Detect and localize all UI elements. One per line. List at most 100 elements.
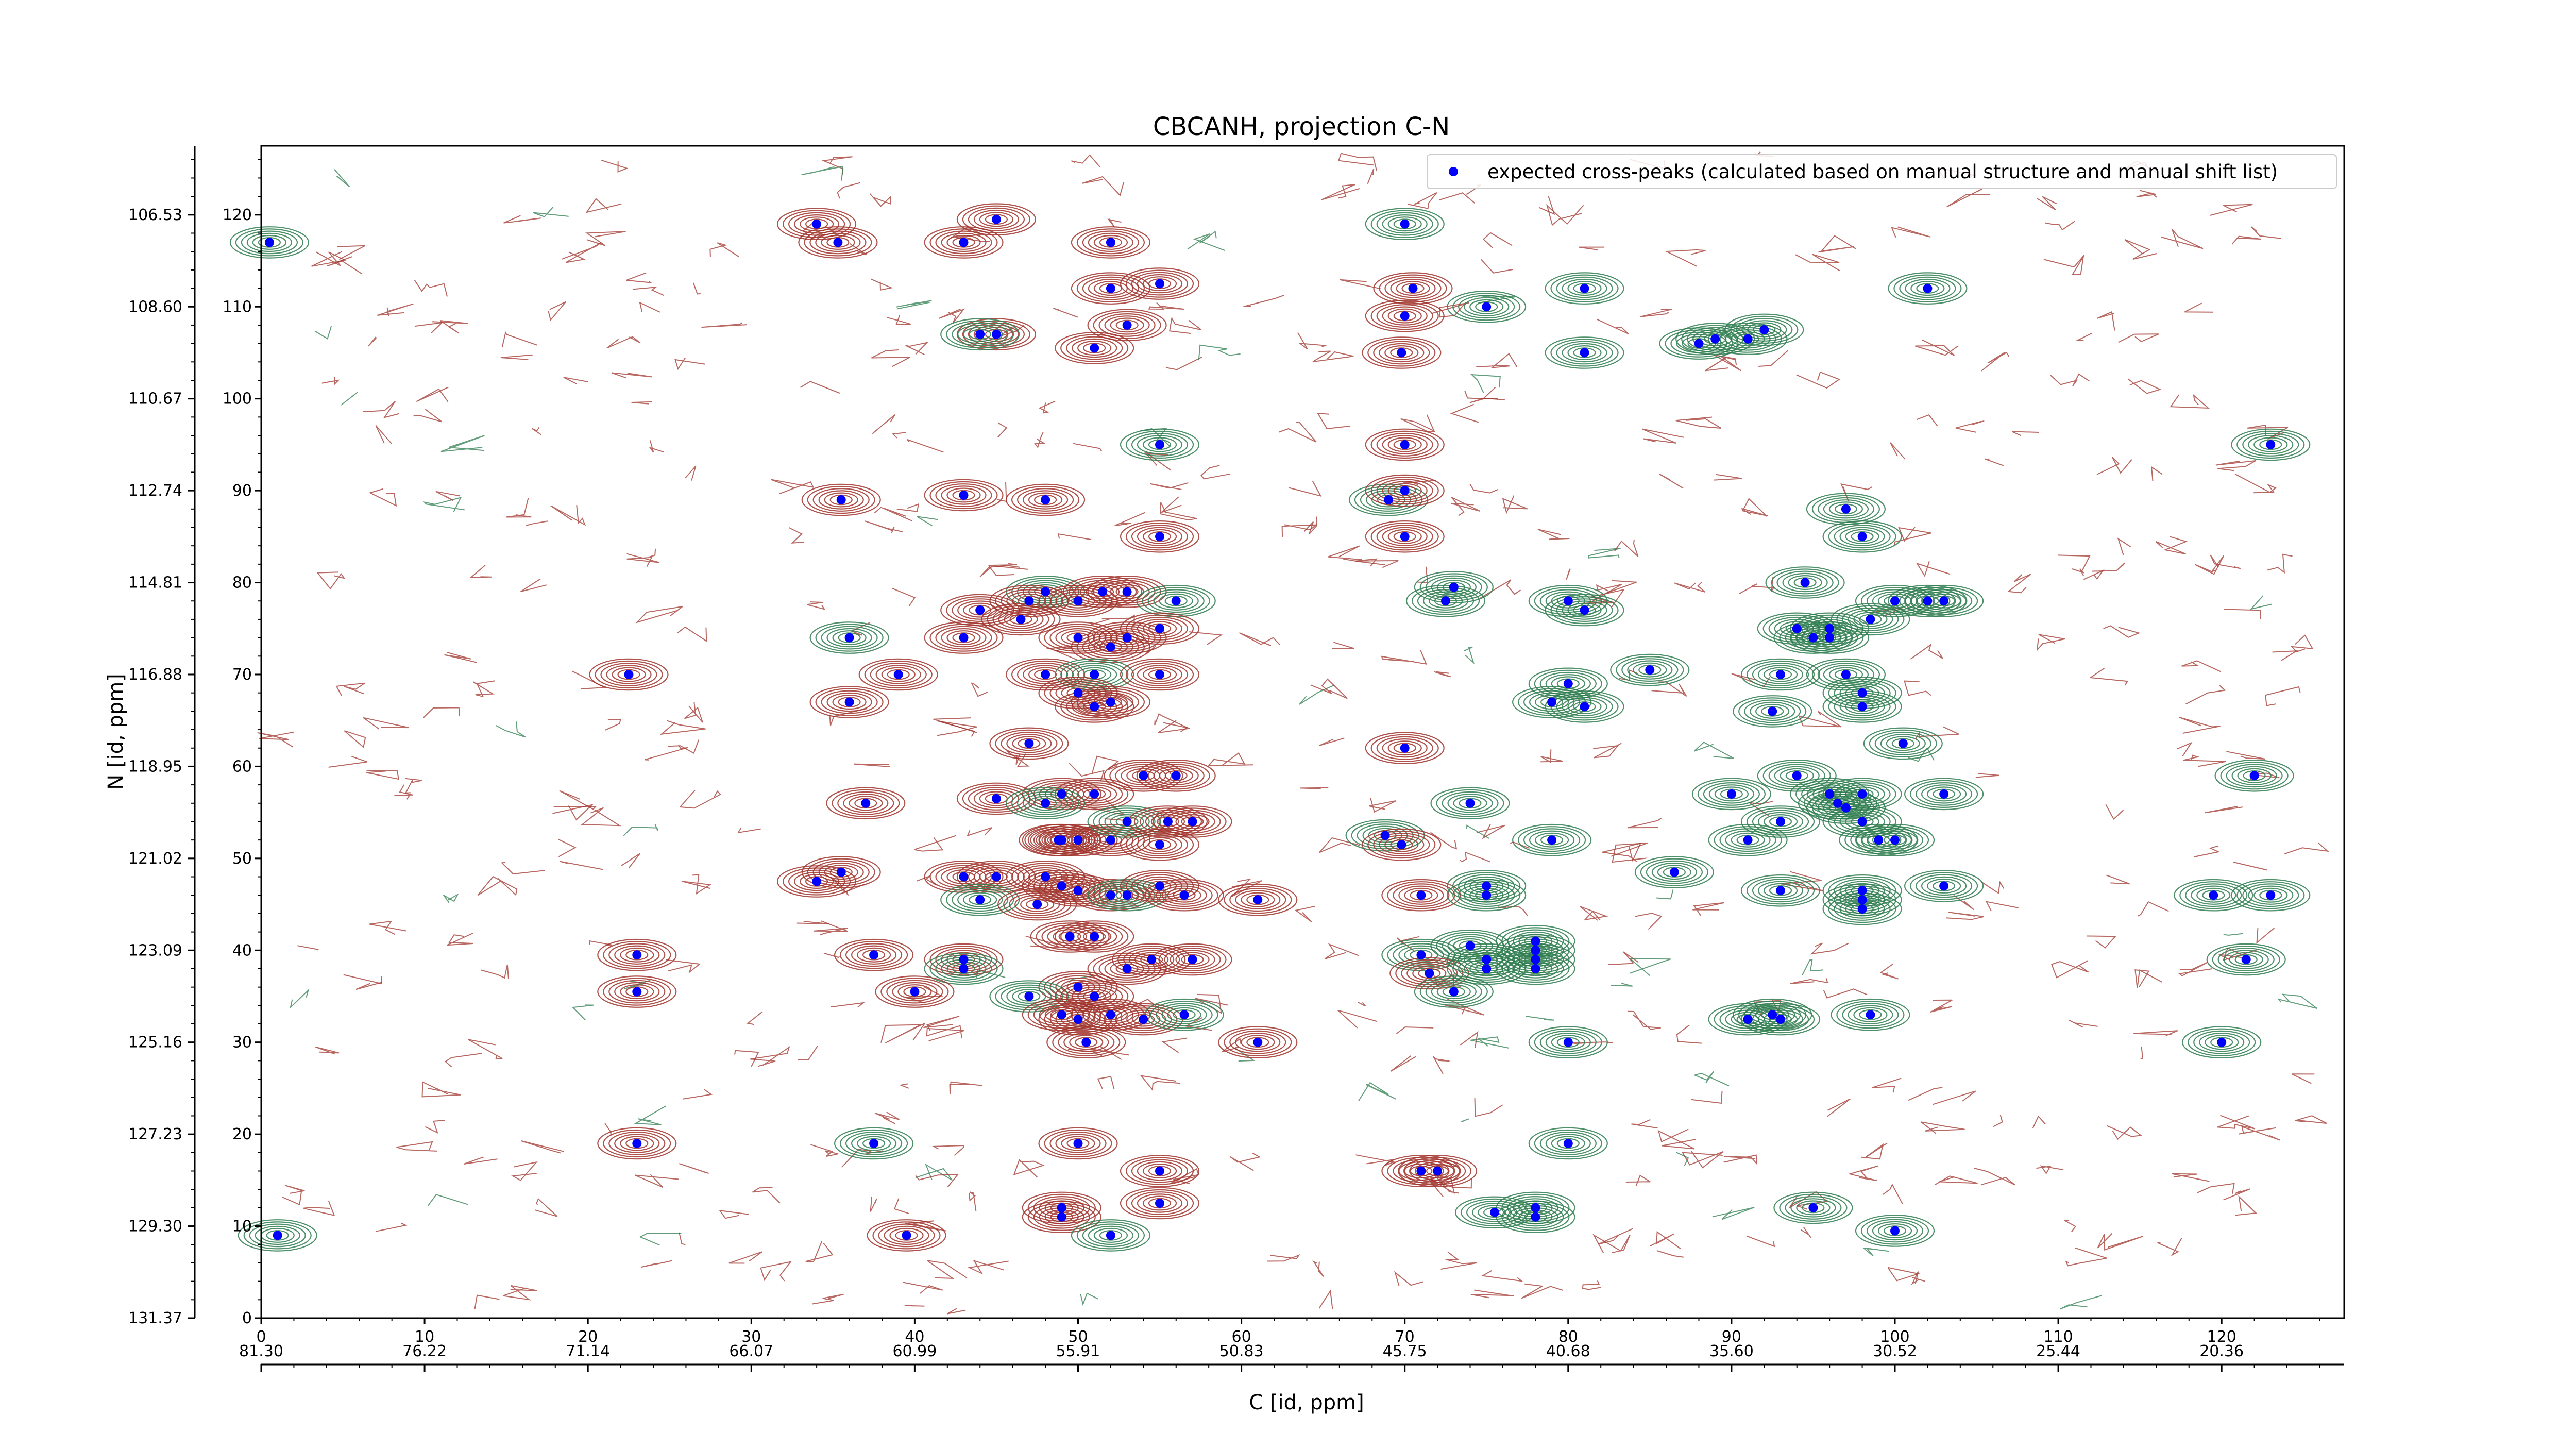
peak-contour: [1181, 954, 1204, 965]
noise-contour: [2284, 842, 2329, 855]
noise-contour: [1148, 302, 1184, 310]
peak-contour: [1088, 278, 1133, 298]
peak-contour: [1640, 858, 1708, 886]
peak-contour: [1137, 665, 1183, 684]
peak-contour: [1834, 782, 1891, 806]
peak-contour: [812, 488, 870, 512]
peak-contour: [1550, 339, 1619, 367]
peak-contour: [1125, 1157, 1194, 1185]
noise-contour: [1464, 391, 1498, 399]
peak-contour: [851, 1134, 897, 1153]
noise-contour: [290, 988, 310, 1009]
peak-contour: [1063, 1032, 1109, 1052]
peak-marker: [1106, 890, 1115, 900]
plot-frame: [260, 145, 2345, 1319]
y-tick-label: 90: [232, 482, 252, 500]
peak-marker: [1106, 1010, 1115, 1020]
peak-contour: [1724, 313, 1804, 346]
peak-contour: [1001, 589, 1058, 613]
peak-contour: [1891, 738, 1914, 749]
peak-contour: [864, 660, 933, 689]
peak-contour: [1796, 1200, 1831, 1216]
peak-contour: [589, 658, 669, 691]
peak-contour: [1551, 1136, 1585, 1151]
peak-contour: [1142, 878, 1177, 894]
peak-contour: [1757, 881, 1804, 901]
peak-marker: [869, 1139, 879, 1148]
peak-contour: [1811, 660, 1880, 689]
noise-contour: [2076, 333, 2092, 342]
peak-contour: [1866, 589, 1924, 613]
noise-contour: [2197, 1183, 2235, 1194]
peak-contour: [1125, 830, 1194, 859]
peak-contour: [1785, 626, 1842, 650]
peak-marker: [1380, 831, 1390, 840]
peak-contour: [782, 867, 851, 896]
peak-marker: [1482, 302, 1492, 312]
peak-contour: [1024, 826, 1093, 854]
peak-marker: [1580, 283, 1589, 293]
noise-contour: [303, 1200, 335, 1216]
peak-contour: [1842, 607, 1899, 631]
peak-contour: [1365, 428, 1445, 461]
noise-contour: [589, 940, 612, 947]
noise-contour: [2060, 1295, 2103, 1310]
peak-contour: [924, 952, 1004, 985]
peak-contour: [241, 230, 298, 255]
peak-marker: [1171, 771, 1181, 781]
noise-contour: [2194, 845, 2221, 857]
peak-contour: [1087, 576, 1167, 608]
noise-contour: [1477, 824, 1505, 839]
peak-marker: [1743, 1015, 1753, 1024]
peak-contour: [952, 888, 1009, 912]
noise-contour: [971, 682, 988, 697]
noise-contour: [1526, 1016, 1554, 1021]
noise-contour: [1537, 529, 1570, 540]
peak-contour: [872, 1221, 941, 1250]
peak-marker: [1155, 1166, 1164, 1176]
peak-contour: [832, 694, 867, 710]
peak-contour: [1539, 1132, 1597, 1155]
noise-contour: [2134, 969, 2162, 988]
peak-contour: [1663, 867, 1686, 878]
peak-contour: [2237, 768, 2272, 783]
noise-contour: [377, 303, 414, 316]
peak-contour: [238, 1219, 317, 1252]
peak-contour: [1175, 952, 1210, 967]
peak-contour: [1142, 437, 1177, 452]
noise-contour: [683, 1089, 713, 1100]
peak-contour: [1076, 274, 1145, 302]
noise-contour: [562, 242, 602, 263]
peak-contour: [1052, 1028, 1121, 1056]
peak-contour: [1161, 885, 1207, 905]
peak-contour: [1916, 874, 1973, 898]
peak-contour: [1562, 343, 1607, 363]
peak-contour: [1534, 1028, 1602, 1056]
peak-contour: [1120, 520, 1200, 553]
peak-contour: [1747, 322, 1782, 338]
noise-contour: [969, 1191, 977, 1211]
noise-contour: [1355, 1154, 1396, 1167]
peak-marker: [1531, 946, 1540, 955]
peak-contour: [1851, 531, 1874, 542]
noise-contour: [1883, 1183, 1903, 1205]
peak-contour: [826, 787, 906, 820]
noise-contour: [1466, 824, 1489, 839]
peak-contour: [1063, 576, 1143, 608]
peak-contour: [809, 621, 889, 654]
peak-contour: [1562, 697, 1607, 717]
peak-contour: [1120, 428, 1200, 461]
noise-contour: [1810, 942, 1849, 955]
peak-contour: [1419, 978, 1488, 1006]
peak-contour: [1367, 830, 1436, 859]
noise-contour: [468, 1039, 503, 1059]
peak-contour: [1384, 837, 1419, 852]
x-ppm-label: 25.44: [2036, 1342, 2080, 1360]
peak-contour: [1028, 492, 1063, 508]
peak-contour: [1053, 929, 1087, 944]
peak-contour: [1117, 945, 1186, 974]
peak-contour: [1131, 433, 1189, 457]
noise-contour: [1935, 1175, 1978, 1185]
noise-contour: [1910, 643, 1943, 660]
noise-contour: [1712, 1207, 1755, 1220]
